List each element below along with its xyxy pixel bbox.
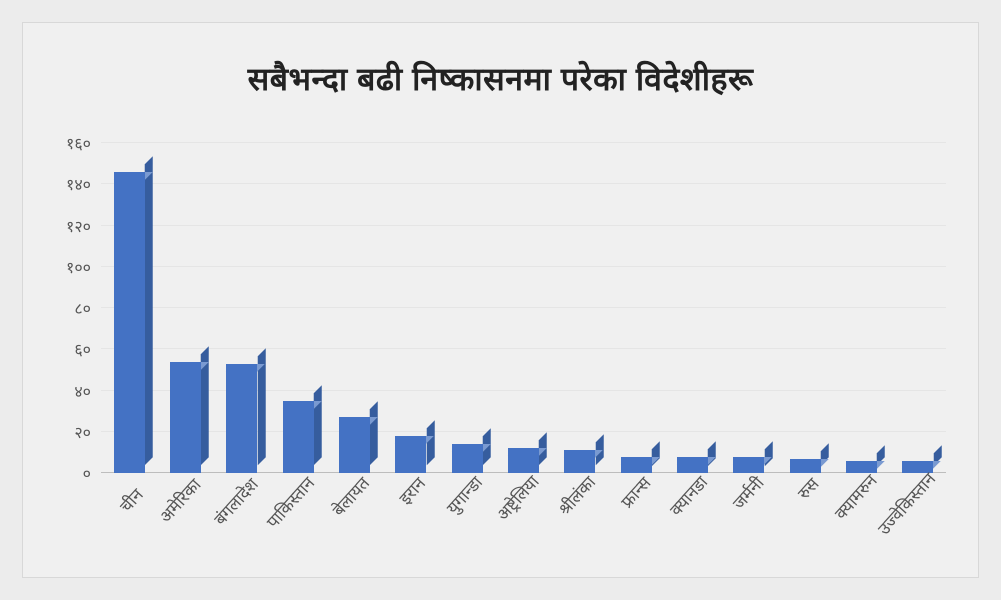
grid-line [101,225,946,226]
bar: उज्वेकिस्तान [902,461,933,473]
xlabel: अमेरिका [154,474,206,528]
ytick-label: ० [83,462,91,484]
bar-front [114,172,145,473]
xlabel: बेलायत [327,472,374,521]
bar-front [508,448,539,473]
bar: पाकिस्तान [283,401,314,473]
bar: अमेरिका [170,362,201,473]
bar-front [452,444,483,473]
bar: चीन [114,172,145,473]
grid-line [101,307,946,308]
bar-side [426,420,434,465]
chart-frame: सबैभन्दा बढी निष्कासनमा परेका विदेशीहरू … [22,22,979,578]
ytick-label: १२० [66,215,91,237]
xlabel: रुस [792,472,824,503]
chart-title: सबैभन्दा बढी निष्कासनमा परेका विदेशीहरू [23,57,978,100]
bar: क्यामरुन [846,461,877,473]
bar-side [145,156,153,465]
xlabel: फ्रान्स [615,471,655,512]
ytick-label: १६० [66,132,91,154]
bar: बेलायत [339,417,370,473]
bar-front [621,457,652,474]
bar: रुस [790,459,821,473]
grid-line [101,348,946,349]
xlabel: चीन [114,483,148,517]
bar: श्रीलंका [564,450,595,473]
bar: फ्रान्स [621,457,652,474]
bar: क्यानडा [677,457,708,474]
ytick-label: ४० [74,380,91,402]
ytick-label: ६० [74,338,91,360]
xlabel: क्यानडा [665,470,713,520]
bar-front [170,362,201,473]
xlabel: अष्ट्रेलिया [492,470,545,525]
bar-front [677,457,708,474]
bar-front [283,401,314,473]
ytick-label: १४० [66,173,91,195]
bar-front [733,457,764,474]
bar: युगान्डा [452,444,483,473]
xlabel: क्यामरुन [829,470,882,525]
xlabel: उज्वेकिस्तान [872,468,940,540]
ytick-label: १०० [66,256,91,278]
grid-line [101,266,946,267]
bar-side [370,402,378,465]
bar: बंगलादेश [226,364,257,473]
bar-front [339,417,370,473]
ytick-label: ८० [74,297,91,319]
bar-front [790,459,821,473]
xlabel: जर्मनी [727,471,769,514]
grid-line [101,142,946,143]
grid-line [101,183,946,184]
bar-front [564,450,595,473]
bar: अष्ट्रेलिया [508,448,539,473]
xlabel: श्रीलंका [552,471,599,520]
xlabel: युगान्डा [441,471,487,519]
bar-front [226,364,257,473]
xlabel: इरान [393,472,430,509]
bar-front [395,436,426,473]
bar-side [314,385,322,465]
bar: इरान [395,436,426,473]
plot-area: ०२०४०६०८०१००१२०१४०१६०चीनअमेरिकाबंगलादेशप… [101,143,946,473]
xlabel: बंगलादेश [208,473,262,530]
xlabel: पाकिस्तान [261,471,319,532]
bar: जर्मनी [733,457,764,474]
ytick-label: २० [74,421,91,443]
